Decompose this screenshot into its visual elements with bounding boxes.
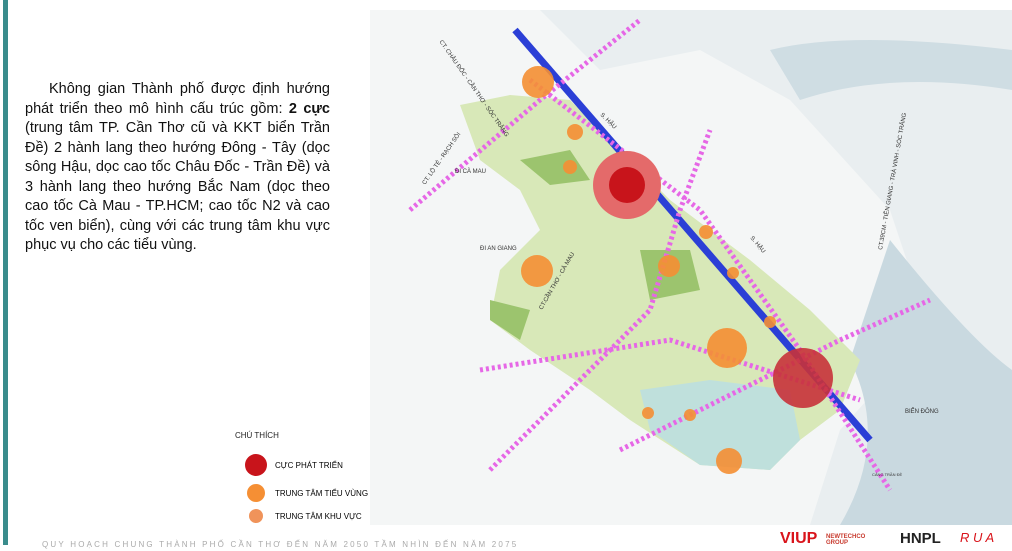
logo: NEWTECHCO GROUP [826,534,866,546]
accent-bar [3,0,8,545]
legend-title: CHÚ THÍCH [235,431,279,440]
legend-label: TRUNG TÂM KHU VỰC [275,512,362,521]
map-label: ĐI AN GIANG [480,246,517,252]
legend-label: TRUNG TÂM TIỂU VÙNG [275,489,368,498]
legend-symbol [247,484,265,502]
paragraph: Không gian Thành phố được định hướng phá… [25,80,330,256]
legend-label: CỰC PHÁT TRIỂN [275,461,343,470]
bold-text: 2 cực [288,100,330,117]
logo: VIUP [780,530,818,547]
text: Không gian Thành phố được định hướng phá… [25,81,330,117]
map: CT. CHÂU ĐỐC - CẦN THƠ - SÓC TRĂNG S. HẬ… [235,10,1012,525]
logo: HNPL [900,530,941,547]
legend: CHÚ THÍCH CỰC PHÁT TRIỂN TRUNG TÂM TIỂU … [235,431,368,523]
legend-symbol [249,509,263,523]
legend-symbol [245,454,267,476]
map-label: ĐI CÀ MAU [455,168,486,175]
logo: R U A [960,530,995,545]
map-label: CẢNG TRẦN ĐỀ [872,472,902,477]
text: (trung tâm TP. Cần Thơ cũ và KKT biển Tr… [25,120,330,253]
footer: QUY HOẠCH CHUNG THÀNH PHỐ CẦN THƠ ĐẾN NĂ… [42,540,519,549]
spacer [230,420,231,421]
map-label: BIỂN ĐÔNG [905,408,939,415]
